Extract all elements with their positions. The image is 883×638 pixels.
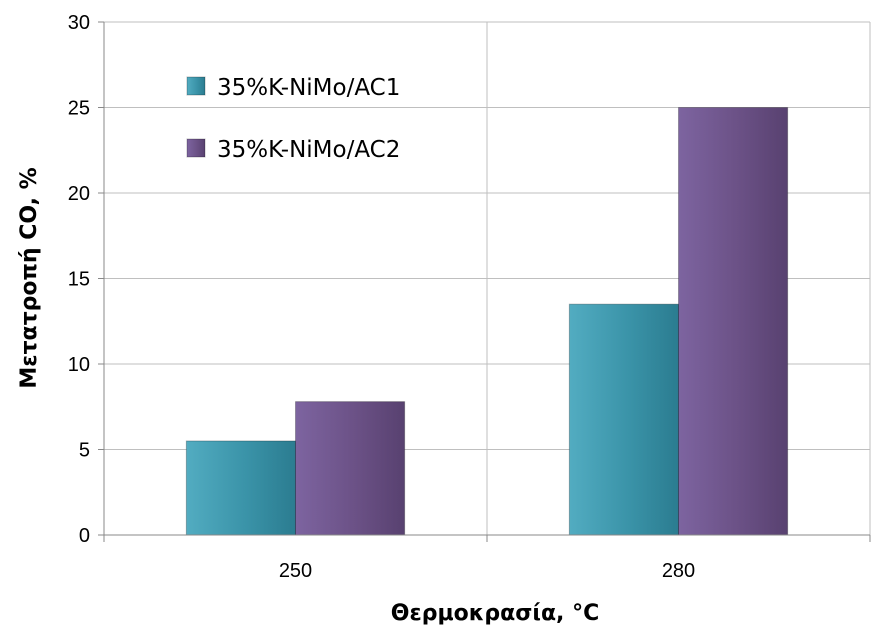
y-tick-label: 15 xyxy=(68,269,90,291)
y-tick-label: 30 xyxy=(68,12,90,34)
y-tick-label: 5 xyxy=(79,440,90,462)
legend-label: 35%K-NiMo/AC1 xyxy=(217,75,400,101)
bar-35-k-nimo-ac1-280 xyxy=(568,303,679,536)
x-axis-title: Θερμοκρασία, °C xyxy=(391,601,599,626)
y-tick-label: 10 xyxy=(68,354,90,376)
legend-label: 35%K-NiMo/AC2 xyxy=(217,137,400,163)
y-tick-label: 20 xyxy=(68,183,90,205)
bar-35-k-nimo-ac2-280 xyxy=(678,107,789,536)
bar-35-k-nimo-ac2-250 xyxy=(295,401,406,536)
tick-labels: 0 5 10 15 20 25 30 250 280 xyxy=(68,12,695,582)
bar-35-k-nimo-ac1-250 xyxy=(185,440,296,536)
legend-swatch xyxy=(186,76,206,96)
y-axis-title: Μετατροπή CO, % xyxy=(17,167,42,388)
gridlines xyxy=(104,21,871,535)
y-tick-label: 0 xyxy=(79,525,90,547)
axes xyxy=(98,21,871,542)
x-tick-label: 280 xyxy=(662,560,695,582)
x-tick-label: 250 xyxy=(279,560,312,582)
legend-swatch xyxy=(186,138,206,158)
y-tick-label: 25 xyxy=(68,98,90,120)
legend: 35%K-NiMo/AC1 35%K-NiMo/AC2 xyxy=(186,75,400,163)
bars xyxy=(185,107,789,536)
